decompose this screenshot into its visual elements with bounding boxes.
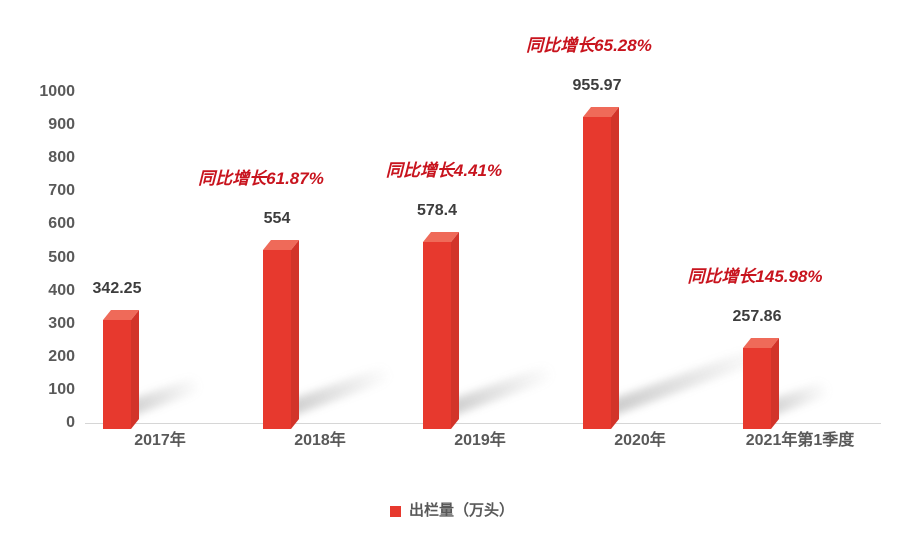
growth-annotation: 同比增长4.41% bbox=[385, 160, 503, 180]
bar-front-face bbox=[103, 319, 131, 429]
y-tick-label: 300 bbox=[48, 314, 75, 332]
x-tick-label: 2017年 bbox=[134, 432, 186, 449]
y-tick-label: 200 bbox=[48, 347, 75, 365]
value-label: 342.25 bbox=[92, 279, 142, 297]
bar-front-face bbox=[583, 116, 611, 429]
legend: 出栏量（万头） bbox=[0, 501, 904, 521]
x-tick-label: 2021年第1季度 bbox=[745, 432, 855, 449]
x-tick-label: 2019年 bbox=[454, 432, 506, 449]
y-tick-label: 700 bbox=[48, 182, 75, 200]
y-tick-label: 1000 bbox=[39, 83, 75, 100]
bar-side-face bbox=[451, 231, 459, 429]
value-label: 257.86 bbox=[732, 307, 782, 325]
growth-annotation: 同比增长65.28% bbox=[526, 35, 652, 55]
value-label: 955.97 bbox=[572, 76, 622, 94]
bar-side-face bbox=[291, 239, 299, 429]
x-axis-line bbox=[85, 423, 881, 424]
bar-front-face bbox=[423, 241, 451, 429]
y-tick-label: 500 bbox=[48, 248, 75, 266]
bar-side-face bbox=[131, 309, 139, 429]
y-tick-label: 900 bbox=[48, 116, 75, 134]
growth-annotation: 同比增长61.87% bbox=[198, 168, 324, 188]
legend-marker-icon bbox=[389, 505, 401, 517]
x-tick-label: 2018年 bbox=[294, 432, 346, 449]
y-tick-label: 0 bbox=[66, 414, 75, 431]
bar-side-face bbox=[611, 106, 619, 429]
y-tick-label: 800 bbox=[48, 149, 75, 167]
value-label: 554 bbox=[263, 209, 291, 227]
value-label: 578.4 bbox=[416, 201, 458, 219]
y-tick-label: 600 bbox=[48, 215, 75, 233]
bar-side-face bbox=[771, 337, 779, 429]
bar-front-face bbox=[743, 347, 771, 429]
growth-annotation: 同比增长145.98% bbox=[687, 266, 823, 286]
x-tick-label: 2020年 bbox=[614, 432, 666, 449]
y-tick-label: 400 bbox=[48, 281, 75, 299]
bar-front-face bbox=[263, 249, 291, 429]
y-tick-label: 100 bbox=[48, 380, 75, 398]
legend-label: 出栏量（万头） bbox=[408, 502, 514, 519]
